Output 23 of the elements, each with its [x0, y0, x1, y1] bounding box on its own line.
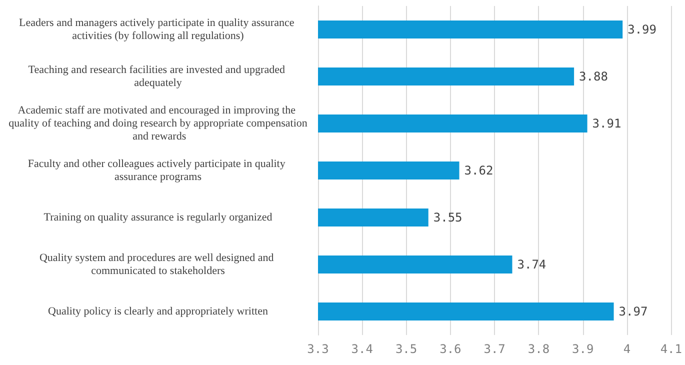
- data-label: 3.99: [628, 22, 657, 36]
- y-tick-label: Faculty and other colleagues actively participate in quality assurance programs: [28, 158, 288, 183]
- data-label: 3.74: [517, 258, 546, 272]
- x-tick-label: 3.7: [484, 342, 506, 356]
- y-tick-label: Quality system and procedures are well designed and communicated to stakeholders: [39, 252, 277, 277]
- x-tick-label: 3.6: [440, 342, 462, 356]
- x-tick-label: 4.1: [660, 342, 682, 356]
- y-tick-label: Quality policy is clearly and appropriately written: [48, 306, 268, 318]
- x-tick-label: 4: [623, 342, 631, 356]
- data-label: 3.55: [433, 210, 462, 224]
- data-label: 3.88: [579, 70, 608, 84]
- x-tick-label: 3.8: [528, 342, 550, 356]
- y-tick-label: Academic staff are motivated and encouraged in improving the quality of teaching and doing research by appropriate compensation and rewards: [8, 104, 308, 142]
- y-tick-label: Teaching and research facilities are invested and upgraded adequately: [28, 64, 288, 89]
- x-tick-label: 3.5: [395, 342, 418, 356]
- x-tick-label: 3.4: [351, 342, 373, 356]
- data-label: 3.91: [592, 116, 622, 130]
- y-tick-label: Leaders and managers actively participate in quality assurance activities (by following all regulations): [19, 17, 297, 42]
- x-tick-label: 3.9: [572, 342, 594, 356]
- data-label: 3.62: [464, 164, 494, 178]
- x-tick-label: 3.3: [307, 342, 329, 356]
- y-tick-label: Training on quality assurance is regularly organized: [44, 212, 273, 224]
- data-label: 3.97: [618, 304, 648, 318]
